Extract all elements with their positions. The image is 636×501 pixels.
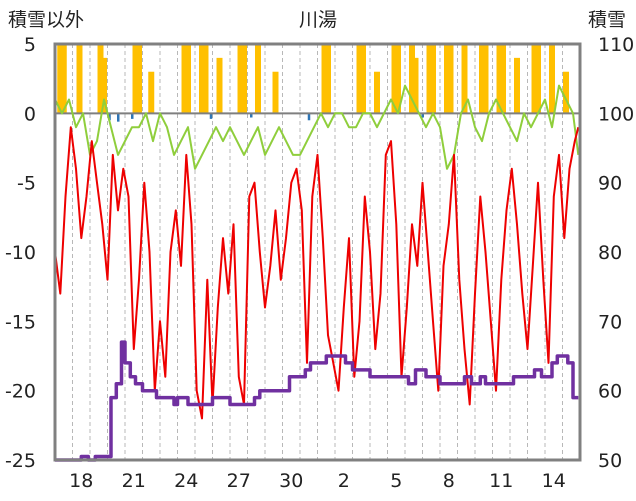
right-tick-label: 70 — [598, 311, 622, 333]
x-tick-label: 18 — [69, 470, 93, 492]
snowfall-bar — [131, 113, 134, 119]
precipitation-bar — [409, 44, 415, 114]
left-tick-label: 0 — [24, 103, 36, 125]
precipitation-bar — [356, 44, 363, 114]
precipitation-bar — [430, 44, 436, 114]
x-tick-label: 30 — [279, 470, 303, 492]
precipitation-bar — [101, 57, 107, 114]
snowfall-bar — [307, 113, 311, 121]
snowfall-bar — [209, 113, 213, 119]
precipitation-bar — [514, 57, 520, 114]
left-tick-label: -25 — [5, 450, 36, 472]
right-tick-label: 60 — [598, 381, 622, 403]
precipitation-bar — [185, 44, 191, 114]
precipitation-bar — [426, 44, 433, 114]
snowfall-bar — [117, 113, 120, 122]
x-tick-label: 14 — [542, 470, 566, 492]
precipitation-bar — [57, 44, 64, 114]
precipitation-bars — [57, 44, 569, 114]
precipitation-bar — [321, 44, 328, 114]
x-tick-label: 24 — [174, 470, 198, 492]
left-axis-ticks: 5 0 -5 -10 -15 -20 -25 — [5, 34, 36, 472]
min-temperature-line — [54, 126, 580, 420]
precipitation-bar — [461, 44, 468, 114]
max-temperature-line — [54, 84, 580, 170]
left-tick-label: -5 — [17, 173, 36, 195]
precipitation-bar — [535, 44, 541, 114]
precipitation-bar — [531, 44, 538, 114]
x-tick-label: 8 — [443, 470, 455, 492]
precipitation-bar — [255, 44, 261, 114]
x-tick-label: 5 — [390, 470, 402, 492]
snowfall-bars — [108, 113, 424, 122]
snowfall-bar — [108, 113, 111, 121]
right-tick-label: 100 — [598, 103, 634, 125]
precipitation-bar — [444, 44, 450, 114]
precipitation-bar — [132, 44, 139, 114]
chart-title: 川湯 — [299, 9, 337, 31]
precipitation-bar — [482, 44, 489, 114]
precipitation-bar — [216, 57, 223, 114]
x-tick-label: 27 — [227, 470, 251, 492]
precipitation-bar — [360, 44, 366, 114]
precipitation-bar — [202, 44, 209, 114]
x-tick-label: 21 — [122, 470, 146, 492]
snowfall-bar — [421, 113, 424, 118]
precipitation-bar — [374, 71, 380, 114]
precipitation-bar — [395, 44, 401, 114]
precipitation-bar — [563, 71, 569, 114]
x-tick-label: 2 — [338, 470, 350, 492]
precipitation-bar — [76, 44, 83, 114]
right-axis-title: 積雪 — [588, 9, 626, 31]
precipitation-bar — [272, 71, 279, 114]
left-tick-label: -10 — [5, 242, 36, 264]
precipitation-bar — [496, 44, 503, 114]
precipitation-bar — [181, 44, 188, 114]
precipitation-bar — [60, 44, 67, 114]
precipitation-bar — [199, 44, 205, 114]
right-tick-label: 50 — [598, 450, 622, 472]
precipitation-bar — [479, 44, 485, 114]
precipitation-bar — [325, 44, 331, 114]
left-tick-label: -20 — [5, 381, 36, 403]
precipitation-bar — [136, 44, 142, 114]
right-tick-label: 90 — [598, 173, 622, 195]
left-axis-title: 積雪以外 — [8, 9, 84, 31]
precipitation-bar — [241, 44, 247, 114]
x-axis-ticks: 18 21 24 27 30 2 5 8 11 14 — [69, 470, 566, 492]
right-axis-ticks: 110 100 90 80 70 60 50 — [598, 34, 634, 472]
precipitation-bar — [412, 57, 419, 114]
precipitation-bar — [549, 44, 555, 114]
precipitation-bar — [97, 44, 104, 114]
x-tick-label: 11 — [489, 470, 513, 492]
right-tick-label: 80 — [598, 242, 622, 264]
precipitation-bar — [237, 44, 244, 114]
right-tick-label: 110 — [598, 34, 634, 56]
left-tick-label: 5 — [24, 34, 36, 56]
precipitation-bar — [447, 44, 454, 114]
left-tick-label: -15 — [5, 311, 36, 333]
data-lines — [54, 84, 580, 462]
precipitation-bar — [500, 44, 506, 114]
plot-frame — [53, 42, 582, 462]
precipitation-bar — [148, 71, 155, 114]
snow-depth-line — [55, 340, 579, 462]
precipitation-bar — [391, 44, 398, 114]
snowfall-bar — [250, 113, 253, 118]
